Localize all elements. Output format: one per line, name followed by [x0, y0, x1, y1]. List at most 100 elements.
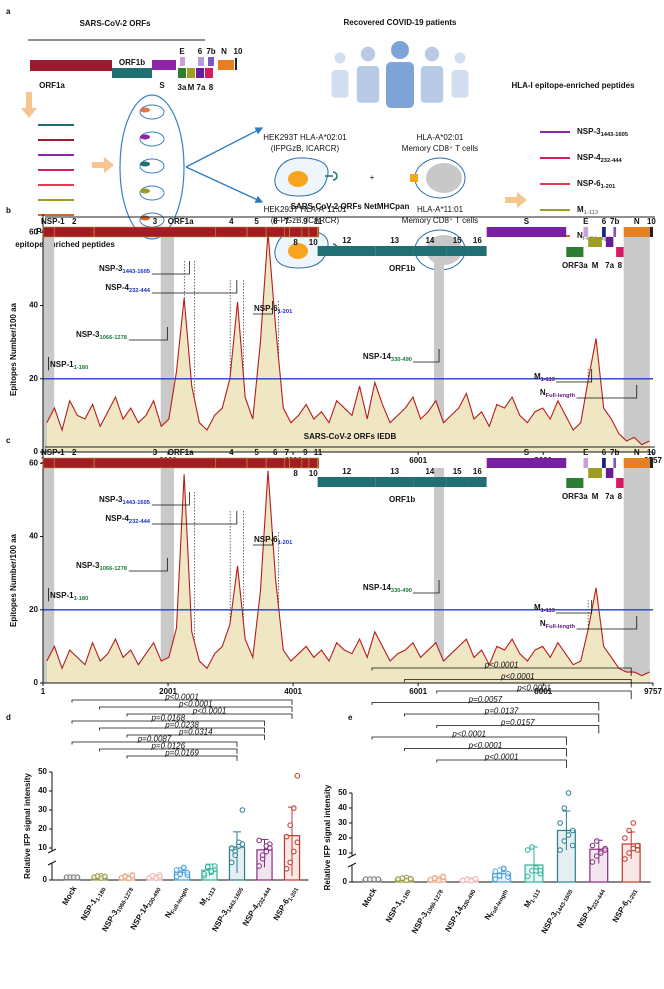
- highlight-region: [43, 237, 55, 452]
- x-tick-label-sub: 1066-1278: [426, 888, 445, 916]
- nucleus: [288, 243, 308, 259]
- peptide-load: [140, 161, 150, 167]
- annotation-connector: [413, 349, 440, 363]
- gene-block: [246, 226, 267, 238]
- data-point: [565, 790, 572, 796]
- annotation-label-name: NSP-1: [50, 591, 74, 600]
- significance-bracket: [403, 748, 567, 757]
- gene-block: [486, 227, 567, 237]
- annotation-label-name: NSP-3: [76, 330, 100, 339]
- annotation-label-sub: 330-490: [391, 357, 412, 363]
- gene-label: 3: [153, 448, 158, 457]
- gene-block: [301, 457, 310, 469]
- gene-label: 2: [72, 448, 77, 457]
- gene-label: 7b: [206, 47, 215, 56]
- data-point: [589, 859, 596, 865]
- gene-label: NSP-1: [41, 448, 65, 457]
- annotation-label: M1-113: [534, 603, 555, 613]
- data-point: [500, 865, 507, 872]
- gene-block: [317, 477, 376, 487]
- orf-label: ORF1b: [389, 495, 415, 504]
- data-point: [622, 856, 628, 862]
- gene-label: 10: [234, 47, 243, 56]
- annotation-label-sub: 1-180: [74, 365, 89, 371]
- gene-label: 8: [209, 83, 214, 92]
- x-tick-label: 9757: [644, 687, 662, 696]
- annotation-label-sub: 1-201: [278, 540, 294, 546]
- annotation-label-name: NSP-3: [99, 495, 123, 504]
- highlight-region: [160, 468, 174, 683]
- significance-bracket: [71, 720, 265, 726]
- p-value: p<0.0001: [451, 729, 486, 738]
- annotation-label-sub: 1-113: [541, 608, 555, 614]
- gene-label: 11: [314, 217, 323, 226]
- gene-block: [623, 458, 650, 468]
- x-tick-label: Mock: [61, 884, 79, 907]
- peptide-label-name: NSP-6: [577, 179, 601, 188]
- data-point: [634, 847, 641, 853]
- significance-bracket: [99, 748, 238, 754]
- annotation-label-sub: 1066-1278: [100, 566, 128, 572]
- annotation-label-name: NSP-14: [363, 352, 392, 361]
- data-point: [263, 848, 270, 855]
- data-point: [524, 847, 531, 853]
- gene-block: [42, 226, 55, 238]
- significance-bracket: [403, 713, 600, 723]
- gene-block: [208, 57, 214, 66]
- x-tick-label-sub: 232-444: [591, 888, 607, 910]
- significance-bracket: [126, 755, 238, 761]
- gene-block: [468, 477, 487, 487]
- gene-label: NSP-1: [41, 217, 65, 226]
- data-point: [626, 850, 632, 856]
- annotation-connector: [151, 280, 238, 294]
- significance-bracket: [403, 679, 632, 688]
- panel-letter: a: [6, 7, 11, 16]
- x-tick-label: Mock: [361, 886, 379, 909]
- gene-label: 8: [293, 238, 298, 247]
- data-point: [630, 820, 637, 826]
- gene-label: 6: [273, 217, 278, 226]
- x-tick-label: NSP-31066-1278: [410, 886, 445, 936]
- gene-block: [112, 68, 152, 78]
- annotation-label: NSP-61-201: [254, 535, 293, 545]
- y-tick-label: 20: [29, 374, 38, 383]
- x-tick-label-name: NSP-14: [129, 902, 151, 931]
- data-point: [375, 876, 382, 883]
- gene-label: E: [583, 217, 589, 226]
- x-tick-label-name: N: [483, 912, 494, 922]
- annotation-label: NSP-31066-1278: [76, 561, 128, 571]
- x-tick-label: 1: [41, 687, 46, 696]
- highlight-region: [623, 468, 650, 683]
- peptide-load: [140, 134, 150, 140]
- data-point: [177, 871, 184, 878]
- data-point: [569, 827, 576, 834]
- gene-block: [53, 226, 95, 238]
- data-point: [626, 827, 632, 834]
- gene-block: [265, 226, 285, 238]
- gene-block: [486, 458, 567, 468]
- data-point: [593, 853, 600, 859]
- peptide-label: M1-113: [577, 205, 598, 215]
- highlight-region: [623, 237, 650, 452]
- x-tick-label: M1-113: [198, 885, 218, 908]
- gene-label: 6: [602, 217, 607, 226]
- y-tick-label: 20: [338, 833, 347, 842]
- assay-label: (IFPGzB, ICARCR): [271, 144, 340, 153]
- data-point: [537, 868, 544, 874]
- x-tick-label-sub: 1066-1278: [116, 886, 135, 914]
- data-point: [259, 852, 266, 859]
- panel-letter: e: [348, 713, 353, 722]
- data-point: [180, 864, 187, 871]
- annotation-label-sub: 1443-1605: [123, 500, 151, 506]
- data-point: [290, 805, 297, 811]
- gene-label: 9: [303, 217, 308, 226]
- gene-label: 10: [309, 238, 318, 247]
- x-tick-label: NSP-4232-444: [575, 886, 607, 931]
- gene-block: [93, 457, 216, 469]
- gene-label: 7a: [197, 83, 206, 92]
- gene-label: ORF1b: [119, 58, 145, 67]
- p-value: p<0.0001: [484, 752, 519, 761]
- gene-block: [289, 226, 303, 238]
- x-tick-label: 6001: [409, 687, 427, 696]
- person-body: [331, 70, 349, 98]
